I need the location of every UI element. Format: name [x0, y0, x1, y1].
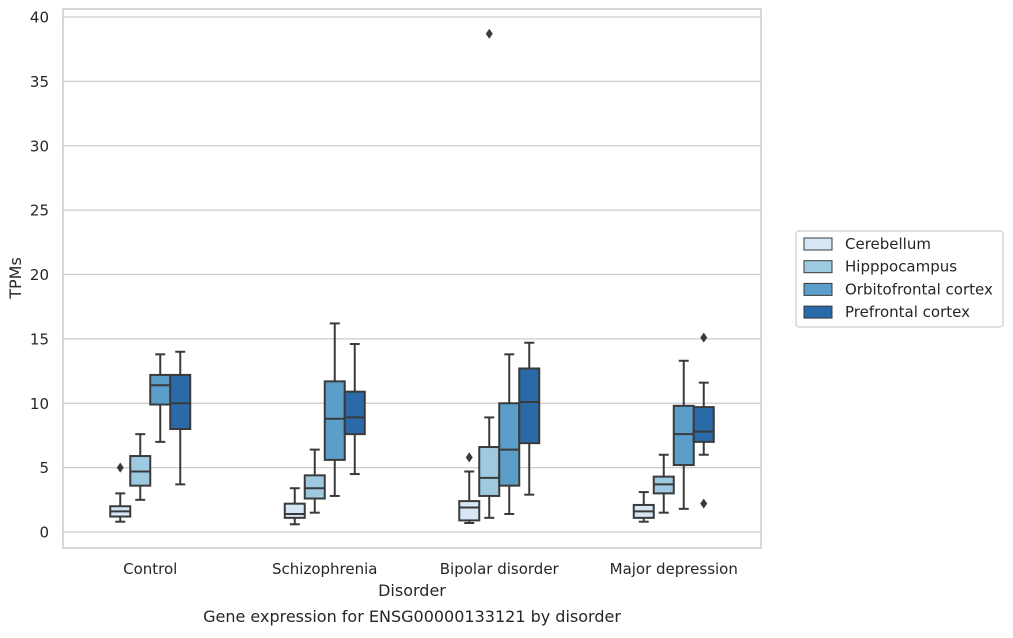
legend-label: Prefrontal cortex [845, 303, 970, 321]
box [672, 404, 695, 467]
x-tick-label: Major depression [610, 560, 738, 578]
y-axis-label: TPMs [6, 257, 25, 300]
x-axis-label: Disorder [378, 581, 446, 600]
x-tick-label: Control [123, 560, 177, 578]
box [283, 502, 306, 519]
legend-label: Cerebellum [845, 235, 931, 253]
box-orbitofrontal-cortex [498, 353, 521, 515]
chart-title: Gene expression for ENSG00000133121 by d… [203, 607, 621, 626]
y-tick-label: 40 [30, 9, 49, 27]
box-prefrontal-cortex [169, 350, 192, 486]
box [498, 402, 521, 487]
box [478, 446, 501, 497]
box [458, 500, 481, 522]
box [518, 367, 541, 445]
box-hipppocampus [478, 28, 501, 519]
outlier-point [700, 498, 708, 509]
box-hipppocampus [303, 448, 326, 514]
box-prefrontal-cortex [343, 343, 366, 476]
box-hipppocampus [652, 453, 675, 514]
y-tick-label: 20 [30, 266, 49, 284]
y-tick-label: 30 [30, 137, 49, 155]
box [692, 406, 715, 443]
grid-layer [63, 16, 761, 533]
box-prefrontal-cortex [518, 341, 541, 496]
y-tick-label: 25 [30, 202, 49, 220]
x-tick-label: Schizophrenia [272, 560, 377, 578]
box-cerebellum [283, 487, 306, 526]
legend-label: Orbitofrontal cortex [845, 280, 993, 298]
y-tick-label: 0 [39, 524, 49, 542]
x-tick-labels: Control Schizophrenia Bipolar disorder Majo… [123, 560, 738, 578]
box [303, 474, 326, 500]
outlier-point [465, 452, 473, 463]
box-orbitofrontal-cortex [672, 359, 695, 510]
plot-frame [62, 8, 762, 549]
box-orbitofrontal-cortex [149, 353, 172, 443]
outlier-point [700, 332, 708, 343]
y-tick-labels: 0 5 10 15 20 25 30 35 40 [30, 9, 49, 542]
outlier-point [116, 462, 124, 473]
y-tick-label: 35 [30, 73, 49, 91]
box-cerebellum [632, 491, 655, 523]
legend: Cerebellum Hipppocampus Orbitofrontal cort… [795, 230, 1004, 328]
y-tick-label: 5 [39, 459, 49, 477]
box [343, 390, 366, 436]
box-cerebellum [109, 462, 132, 523]
box-hipppocampus [129, 433, 152, 501]
x-tick-label: Bipolar disorder [440, 560, 560, 578]
legend-swatch [803, 237, 833, 251]
box-orbitofrontal-cortex [323, 322, 346, 497]
y-tick-label: 10 [30, 395, 49, 413]
legend-frame [795, 230, 1004, 328]
outlier-point [485, 28, 493, 39]
legend-label: Hipppocampus [845, 258, 957, 276]
boxes-layer [109, 28, 715, 526]
legend-swatch [803, 305, 833, 319]
box [149, 373, 172, 406]
legend-swatch [803, 260, 833, 274]
box [169, 373, 192, 430]
box [323, 380, 346, 461]
y-tick-label: 15 [30, 330, 49, 348]
box-prefrontal-cortex [692, 332, 715, 509]
legend-swatch [803, 282, 833, 296]
box-cerebellum [458, 452, 481, 524]
